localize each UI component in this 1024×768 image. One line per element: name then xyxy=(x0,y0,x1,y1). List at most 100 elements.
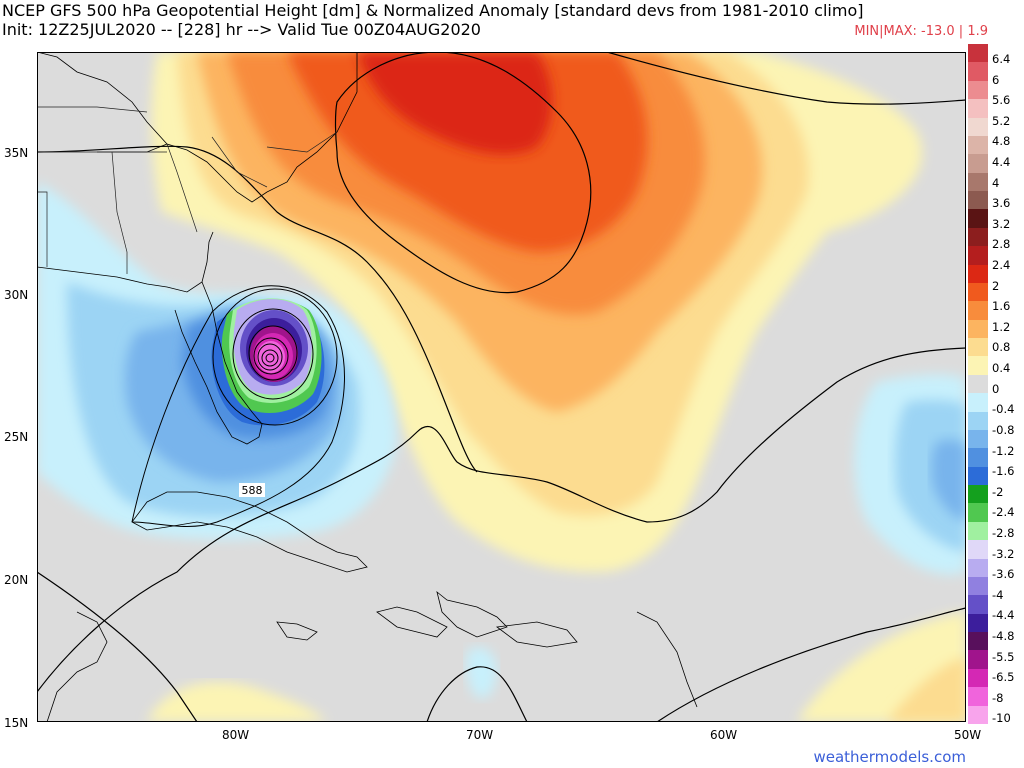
legend-tick-label: 2.4 xyxy=(992,258,1011,273)
lon-label-70w: 70W xyxy=(466,728,494,742)
legend-swatch xyxy=(968,576,988,596)
legend-tick-label: 4.8 xyxy=(992,134,1011,149)
legend-swatch xyxy=(968,135,988,155)
legend-tick-label: -2 xyxy=(992,484,1004,499)
legend-tick-label: 4.4 xyxy=(992,155,1011,170)
legend-swatch xyxy=(968,668,988,688)
lat-label-30n: 30N xyxy=(4,288,29,302)
legend-tick-label: -1.6 xyxy=(992,464,1015,479)
legend-swatch xyxy=(968,62,988,82)
legend-tick-label: 5.6 xyxy=(992,93,1011,108)
legend-tick-label: -5.5 xyxy=(992,649,1015,664)
legend-tick-label: -8 xyxy=(992,690,1004,705)
legend-tick-label: 6.4 xyxy=(992,52,1011,66)
legend-tick-label: -3.6 xyxy=(992,567,1015,582)
lat-label-20n: 20N xyxy=(4,573,29,587)
legend-swatch xyxy=(968,301,988,321)
legend-swatch xyxy=(968,246,988,266)
legend-tick-label: 0 xyxy=(992,381,1000,396)
legend-swatch xyxy=(968,172,988,192)
legend-tick-label: -4 xyxy=(992,587,1004,602)
lat-label-25n: 25N xyxy=(4,430,29,444)
legend-swatch xyxy=(968,99,988,118)
legend-tick-label: 4 xyxy=(992,175,1000,190)
legend-tick-label: 3.2 xyxy=(992,216,1011,231)
legend-tick-label: 5.2 xyxy=(992,113,1011,128)
legend-tick-label: -1.2 xyxy=(992,443,1015,458)
anomaly-map: 588 xyxy=(37,52,966,722)
legend-tick-label: 2 xyxy=(992,278,1000,293)
legend-tick-label: -4.8 xyxy=(992,628,1015,643)
color-scale-labels: 6.4 6 5.6 5.2 4.8 4.4 4 3.6 3.2 2.8 2.4 2 1.6 1.2 0.8 0… xyxy=(992,44,1024,726)
legend-swatch xyxy=(968,154,988,174)
legend-tick-label: 1.2 xyxy=(992,319,1011,334)
legend-swatch xyxy=(968,191,988,210)
anomaly-positive-red xyxy=(357,52,552,155)
legend-swatch xyxy=(968,282,988,302)
legend-swatch xyxy=(968,319,988,339)
legend-swatch xyxy=(968,209,988,229)
color-scale-legend xyxy=(968,44,988,725)
legend-swatch xyxy=(968,558,988,578)
height-contour-north xyxy=(37,145,478,473)
height-contour-northeast xyxy=(606,52,966,105)
legend-swatch xyxy=(968,44,988,63)
lon-label-50w: 50W xyxy=(954,728,982,742)
legend-tick-label: 3.6 xyxy=(992,196,1011,211)
legend-tick-label: -0.4 xyxy=(992,402,1015,417)
legend-swatch xyxy=(968,429,988,449)
legend-tick-label: -10 xyxy=(992,711,1011,726)
min-max-readout: MIN|MAX: -13.0 | 1.9 xyxy=(854,24,988,39)
legend-tick-label: -4.4 xyxy=(992,608,1015,623)
legend-swatch xyxy=(968,687,988,707)
init-valid-line: Init: 12Z25JUL2020 -- [228] hr --> Valid… xyxy=(2,20,481,39)
legend-swatch xyxy=(968,650,988,670)
legend-tick-label: -2.4 xyxy=(992,505,1015,520)
lon-label-80w: 80W xyxy=(222,728,250,742)
legend-swatch xyxy=(968,448,988,468)
legend-swatch xyxy=(968,466,988,486)
lat-label-35n: 35N xyxy=(4,146,29,160)
contour-label-588: 588 xyxy=(239,483,265,497)
legend-tick-label: -2.8 xyxy=(992,525,1015,540)
legend-swatch xyxy=(968,595,988,615)
legend-swatch xyxy=(968,356,988,376)
legend-swatch xyxy=(968,705,988,725)
anomaly-negative-east-mid xyxy=(895,399,966,552)
legend-tick-label: 2.8 xyxy=(992,237,1011,252)
legend-tick-label: -3.2 xyxy=(992,546,1015,561)
lon-label-60w: 60W xyxy=(710,728,738,742)
anomaly-negative-east-deep xyxy=(931,439,966,522)
anomaly-negative-islands xyxy=(466,647,497,699)
legend-swatch xyxy=(968,80,988,100)
legend-swatch xyxy=(968,521,988,541)
map-title: NCEP GFS 500 hPa Geopotential Height [dm… xyxy=(2,1,864,20)
legend-swatch xyxy=(968,632,988,651)
lat-label-15n: 15N xyxy=(4,716,29,730)
state-borders xyxy=(37,106,338,274)
anomaly-positive-se-orange xyxy=(887,657,966,722)
legend-tick-label: 0.4 xyxy=(992,361,1011,376)
legend-swatch xyxy=(968,264,988,284)
legend-tick-label: 6 xyxy=(992,72,1000,87)
legend-tick-label: -0.8 xyxy=(992,422,1015,437)
legend-tick-label: 0.8 xyxy=(992,340,1011,355)
legend-swatch xyxy=(968,613,988,633)
anomaly-positive-red-orange xyxy=(287,52,648,252)
height-contour-588 xyxy=(37,347,966,693)
legend-tick-label: -6.5 xyxy=(992,670,1015,685)
legend-swatch xyxy=(968,117,988,137)
anomaly-positive-sw xyxy=(147,682,327,722)
height-contour-south xyxy=(37,571,198,722)
anomaly-negative-light-pink xyxy=(257,341,285,373)
height-contour-southeast xyxy=(426,607,966,722)
low-contours xyxy=(131,285,345,527)
legend-tick-label: 1.6 xyxy=(992,299,1011,314)
legend-swatch xyxy=(968,540,988,560)
site-credit: weathermodels.com xyxy=(813,748,966,766)
legend-swatch xyxy=(968,338,988,357)
legend-swatch xyxy=(968,485,988,504)
legend-swatch xyxy=(968,393,988,413)
legend-swatch xyxy=(968,411,988,431)
legend-swatch xyxy=(968,227,988,247)
